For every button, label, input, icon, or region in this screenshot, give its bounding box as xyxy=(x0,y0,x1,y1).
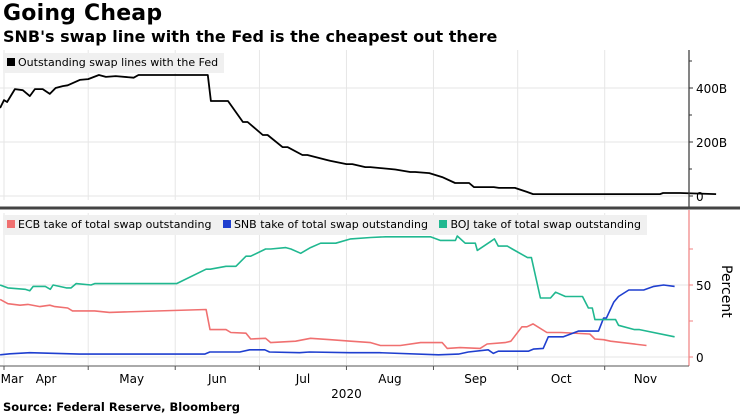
legend-item-snb: SNB take of total swap outstanding xyxy=(222,218,428,231)
x-tick-label: Oct xyxy=(551,372,572,386)
bottom-legend: ECB take of total swap outstanding SNB t… xyxy=(3,215,647,235)
series-line-boj xyxy=(0,235,675,338)
legend-label-boj: BOJ take of total swap outstanding xyxy=(450,218,641,231)
y-tick-label-top: 200B xyxy=(696,136,727,150)
legend-item-total: Outstanding swap lines with the Fed xyxy=(7,56,218,69)
x-tick-label: Jul xyxy=(295,372,310,386)
x-axis-year-label: 2020 xyxy=(331,387,362,401)
x-tick-label: Aug xyxy=(378,372,401,386)
series-line-ecb xyxy=(0,298,647,350)
y-tick-label-bottom: 50 xyxy=(696,279,711,293)
series-line-snb xyxy=(0,284,675,356)
x-tick-label: Jun xyxy=(207,372,227,386)
x-tick-label: May xyxy=(119,372,144,386)
legend-swatch-snb xyxy=(222,220,231,228)
axis-labels: 0 200B 400B 0 50 Percent Mar Apr May Jun Jul Aug Sep… xyxy=(1,82,734,401)
top-panel-grid xyxy=(0,50,689,200)
x-tick-label: Mar xyxy=(1,372,24,386)
legend-swatch-total xyxy=(7,58,15,66)
y-tick-label-top: 0 xyxy=(696,190,704,204)
legend-item-ecb: ECB take of total swap outstanding xyxy=(7,218,211,231)
series-line-total xyxy=(0,74,717,195)
bottom-panel-series xyxy=(0,235,675,356)
top-panel-series xyxy=(0,74,717,195)
legend-label-snb: SNB take of total swap outstanding xyxy=(233,218,428,231)
x-tick-label: Apr xyxy=(36,372,57,386)
axes xyxy=(0,50,740,370)
y-tick-label-bottom: 0 xyxy=(696,351,704,365)
top-legend: Outstanding swap lines with the Fed xyxy=(3,53,225,73)
x-tick-label: Sep xyxy=(464,372,487,386)
legend-label-total: Outstanding swap lines with the Fed xyxy=(18,56,219,69)
y-axis-title-percent: Percent xyxy=(718,265,734,318)
legend-swatch-ecb xyxy=(7,220,15,228)
legend-swatch-boj xyxy=(439,220,448,228)
y-tick-label-top: 400B xyxy=(696,82,727,96)
chart-subtitle: SNB's swap line with the Fed is the chea… xyxy=(3,27,498,46)
bottom-panel-grid xyxy=(0,213,689,365)
x-tick-label: Nov xyxy=(634,372,657,386)
source-note: Source: Federal Reserve, Bloomberg xyxy=(3,400,240,414)
legend-label-ecb: ECB take of total swap outstanding xyxy=(18,218,212,231)
legend-item-boj: BOJ take of total swap outstanding xyxy=(439,218,641,231)
chart-title: Going Cheap xyxy=(3,1,163,26)
